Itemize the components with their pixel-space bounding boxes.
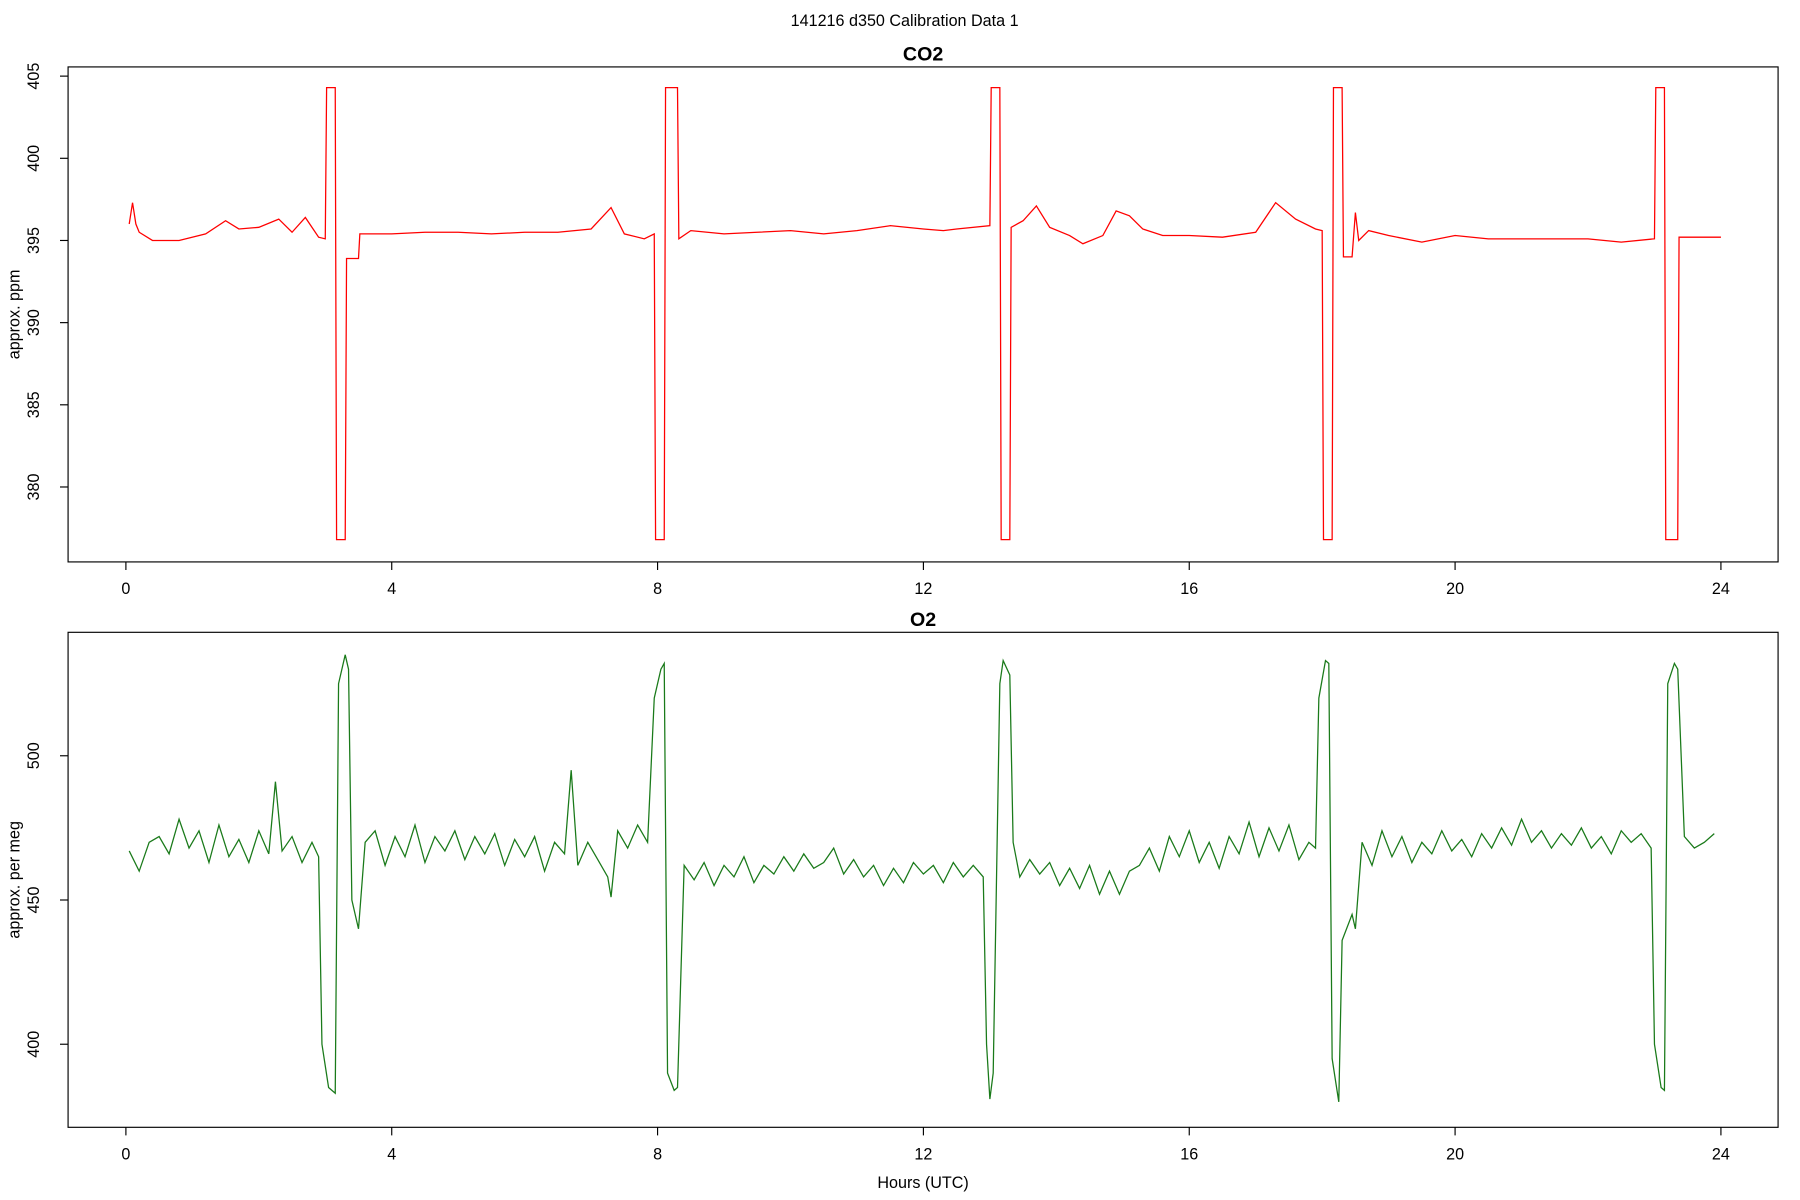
y-tick-label: 500 <box>25 742 43 769</box>
y-tick-label: 385 <box>25 391 43 418</box>
x-tick-label: 8 <box>653 1145 662 1163</box>
x-tick-label: 4 <box>387 1145 396 1163</box>
x-tick-label: 8 <box>653 580 662 598</box>
y-tick-label: 395 <box>25 227 43 254</box>
y-tick-label: 450 <box>25 887 43 914</box>
x-tick-label: 24 <box>1712 1145 1730 1163</box>
x-tick-label: 12 <box>914 580 932 598</box>
x-tick-label: 16 <box>1180 580 1198 598</box>
x-axis-label: Hours (UTC) <box>877 1174 968 1192</box>
x-tick-label: 24 <box>1712 580 1730 598</box>
data-line <box>128 654 1715 1103</box>
x-tick-label: 4 <box>387 580 396 598</box>
figure-title: 141216 d350 Calibration Data 1 <box>791 12 1019 30</box>
data-line <box>128 87 1721 541</box>
y-axis-label: approx. ppm <box>5 270 23 360</box>
y-tick-label: 400 <box>25 1031 43 1058</box>
panel-title: CO2 <box>903 44 943 66</box>
y-tick-label: 380 <box>25 473 43 500</box>
y-tick-label: 400 <box>25 145 43 172</box>
y-tick-label: 405 <box>25 63 43 90</box>
x-tick-label: 0 <box>121 1145 130 1163</box>
y-tick-label: 390 <box>25 309 43 336</box>
x-tick-label: 12 <box>914 1145 932 1163</box>
x-tick-label: 20 <box>1446 1145 1464 1163</box>
x-tick-label: 0 <box>121 580 130 598</box>
panel-title: O2 <box>910 609 936 631</box>
x-tick-label: 20 <box>1446 580 1464 598</box>
x-tick-label: 16 <box>1180 1145 1198 1163</box>
y-axis-label: approx. per meg <box>5 821 23 939</box>
